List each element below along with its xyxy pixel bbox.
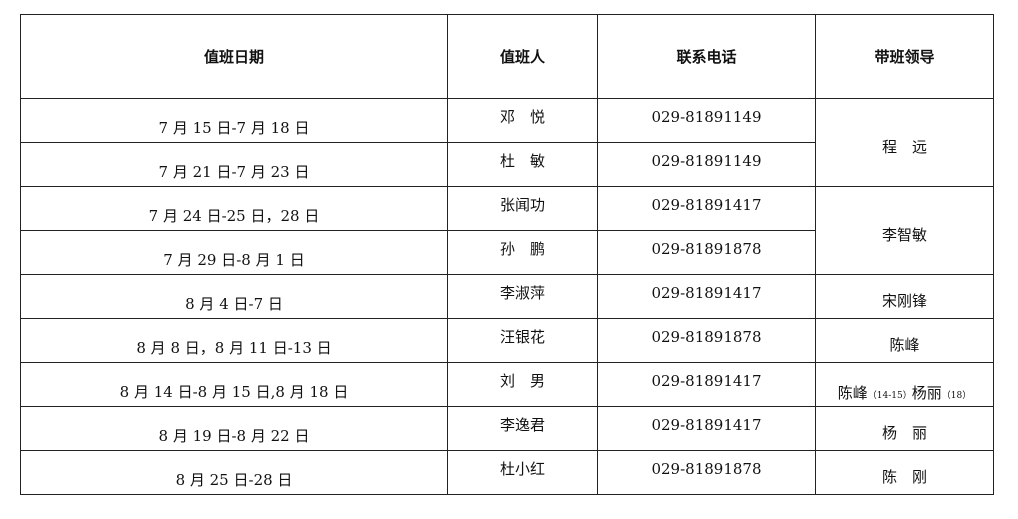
person-cell: 汪银花 [447, 318, 598, 363]
person-cell: 杜小红 [447, 450, 598, 495]
person-cell: 李淑萍 [447, 274, 598, 319]
date-cell: 7 月 24 日-25 日，28 日 [20, 186, 448, 231]
person-cell: 邓 悦 [447, 98, 598, 143]
phone-cell: 029-81891149 [597, 142, 816, 187]
header-leader: 带班领导 [815, 14, 994, 99]
person-cell: 张闻功 [447, 186, 598, 231]
date-cell: 7 月 21 日-7 月 23 日 [20, 142, 448, 187]
table-row: 8 月 25 日-28 日 杜小红 029-81891878 陈 刚 [20, 450, 994, 495]
leader-cell: 宋刚锋 [815, 274, 994, 319]
phone-cell: 029-81891417 [597, 406, 816, 451]
table-row: 8 月 19 日-8 月 22 日 李逸君 029-81891417 杨 丽 [20, 406, 994, 451]
leader-cell: 陈峰 [815, 318, 994, 363]
leader-cell: 程 远 [815, 98, 994, 187]
table-row: 8 月 8 日，8 月 11 日-13 日 汪银花 029-81891878 陈… [20, 318, 994, 363]
person-cell: 刘 男 [447, 362, 598, 407]
header-date: 值班日期 [20, 14, 448, 99]
person-cell: 杜 敏 [447, 142, 598, 187]
date-cell: 8 月 14 日-8 月 15 日,8 月 18 日 [20, 362, 448, 407]
date-cell: 8 月 8 日，8 月 11 日-13 日 [20, 318, 448, 363]
phone-cell: 029-81891878 [597, 450, 816, 495]
duty-schedule-table: 值班日期 值班人 联系电话 带班领导 7 月 15 日-7 月 18 日 邓 悦… [20, 14, 994, 495]
header-phone: 联系电话 [597, 14, 816, 99]
phone-cell: 029-81891417 [597, 186, 816, 231]
phone-cell: 029-81891878 [597, 318, 816, 363]
leader-cell: 杨 丽 [815, 406, 994, 451]
table-row: 7 月 29 日-8 月 1 日 孙 鹏 029-81891878 [20, 230, 994, 275]
date-cell: 8 月 25 日-28 日 [20, 450, 448, 495]
leader-cell: 李智敏 [815, 186, 994, 275]
leader-cell: 陈 刚 [815, 450, 994, 495]
phone-cell: 029-81891417 [597, 274, 816, 319]
person-cell: 孙 鹏 [447, 230, 598, 275]
date-cell: 7 月 15 日-7 月 18 日 [20, 98, 448, 143]
phone-cell: 029-81891417 [597, 362, 816, 407]
header-person: 值班人 [447, 14, 598, 99]
table-row: 8 月 4 日-7 日 李淑萍 029-81891417 宋刚锋 [20, 274, 994, 319]
table-row: 7 月 15 日-7 月 18 日 邓 悦 029-81891149 程 远 [20, 98, 994, 187]
date-cell: 8 月 19 日-8 月 22 日 [20, 406, 448, 451]
phone-cell: 029-81891149 [597, 98, 816, 143]
leader-cell: 陈峰（14-15）杨丽（18） [815, 362, 994, 407]
date-cell: 8 月 4 日-7 日 [20, 274, 448, 319]
table-row: 8 月 14 日-8 月 15 日,8 月 18 日 刘 男 029-81891… [20, 362, 994, 407]
table-row: 7 月 21 日-7 月 23 日 杜 敏 029-81891149 [20, 142, 994, 187]
phone-cell: 029-81891878 [597, 230, 816, 275]
date-cell: 7 月 29 日-8 月 1 日 [20, 230, 448, 275]
person-cell: 李逸君 [447, 406, 598, 451]
header-row: 值班日期 值班人 联系电话 带班领导 [20, 14, 994, 99]
table-row: 7 月 24 日-25 日，28 日 张闻功 029-81891417 李智敏 [20, 186, 994, 275]
